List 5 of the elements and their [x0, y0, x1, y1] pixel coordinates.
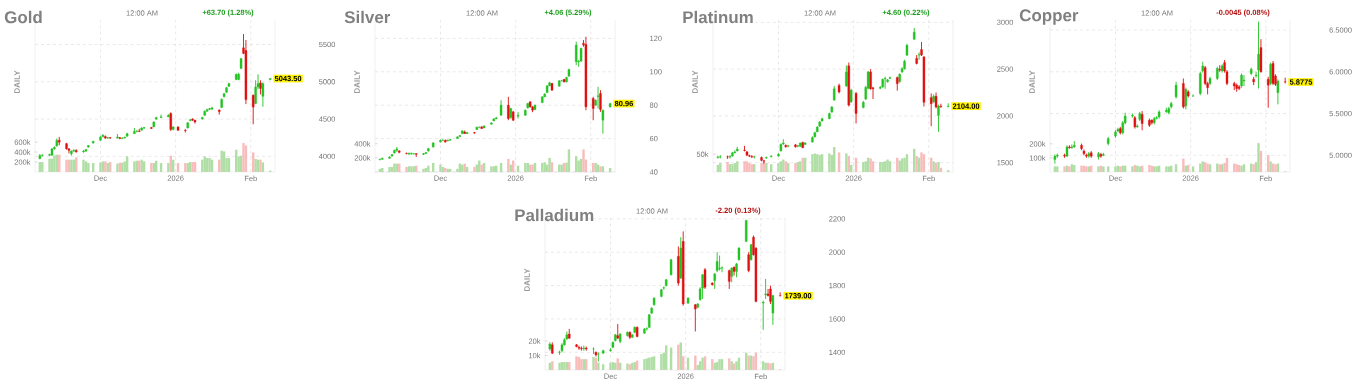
chart-title: Platinum: [683, 10, 753, 24]
chart-title: Copper: [1019, 9, 1079, 25]
chart-title: Gold: [4, 10, 42, 24]
chart-title: Silver: [344, 10, 391, 24]
chart-title: Palladium: [515, 208, 594, 222]
